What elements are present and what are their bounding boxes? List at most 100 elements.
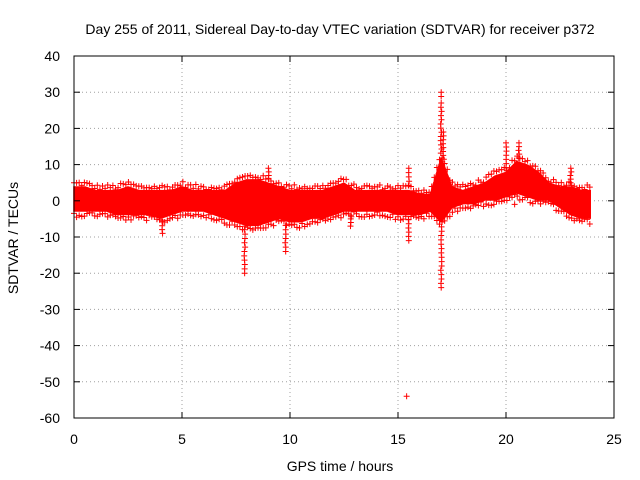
data-point bbox=[270, 222, 277, 229]
data-point bbox=[542, 174, 549, 181]
data-point bbox=[120, 180, 127, 187]
data-point bbox=[203, 214, 210, 221]
data-point bbox=[102, 185, 109, 192]
data-point bbox=[410, 212, 417, 219]
data-point bbox=[283, 181, 290, 188]
data-point bbox=[296, 185, 303, 192]
outlier-point bbox=[282, 248, 289, 255]
data-point bbox=[335, 178, 342, 185]
grid bbox=[74, 56, 614, 418]
data-point bbox=[182, 212, 189, 219]
data-point bbox=[369, 212, 376, 219]
outlier-point bbox=[159, 230, 166, 237]
data-point bbox=[177, 182, 184, 189]
data-point bbox=[573, 215, 580, 222]
data-point bbox=[83, 210, 90, 217]
data-point bbox=[452, 183, 459, 190]
data-point bbox=[322, 185, 329, 192]
data-point bbox=[553, 179, 560, 186]
data-point bbox=[89, 209, 96, 216]
outlier-point bbox=[438, 89, 445, 96]
data-point bbox=[348, 182, 355, 189]
data-point bbox=[477, 198, 484, 205]
data-point bbox=[540, 198, 547, 205]
data-point bbox=[234, 175, 241, 182]
outlier-point bbox=[438, 284, 445, 291]
data-point bbox=[452, 205, 459, 212]
data-point bbox=[433, 217, 440, 224]
data-point bbox=[291, 181, 298, 188]
outlier-point bbox=[265, 165, 272, 172]
data-point bbox=[392, 216, 399, 223]
data-point bbox=[514, 193, 521, 200]
data-point bbox=[81, 179, 88, 186]
data-point bbox=[586, 220, 593, 227]
x-tick-label: 10 bbox=[282, 431, 298, 447]
data-point bbox=[190, 185, 197, 192]
data-point bbox=[244, 172, 251, 179]
data-point bbox=[257, 176, 264, 183]
x-axis-label: GPS time / hours bbox=[287, 458, 394, 474]
data-point bbox=[420, 215, 427, 222]
outlier-point bbox=[241, 270, 248, 277]
data-point bbox=[174, 182, 181, 189]
data-point bbox=[159, 218, 166, 225]
data-point bbox=[275, 218, 282, 225]
data-point bbox=[260, 172, 267, 179]
data-point bbox=[426, 189, 433, 196]
data-point bbox=[438, 228, 445, 235]
data-point bbox=[208, 184, 215, 191]
data-point bbox=[366, 213, 373, 220]
data-point bbox=[454, 208, 461, 215]
x-tick-label: 15 bbox=[390, 431, 406, 447]
data-point bbox=[581, 186, 588, 193]
data-point bbox=[415, 214, 422, 221]
data-point bbox=[205, 211, 212, 218]
data-point bbox=[153, 185, 160, 192]
data-point bbox=[431, 213, 438, 220]
data-point bbox=[343, 176, 350, 183]
data-point bbox=[343, 210, 350, 217]
data-point bbox=[325, 216, 332, 223]
data-point bbox=[208, 215, 215, 222]
data-point bbox=[159, 182, 166, 189]
data-point bbox=[516, 151, 523, 158]
data-point bbox=[218, 186, 225, 193]
data-point bbox=[286, 182, 293, 189]
data-point bbox=[296, 224, 303, 231]
data-point bbox=[402, 183, 409, 190]
data-point bbox=[376, 181, 383, 188]
data-point bbox=[573, 185, 580, 192]
axis-ticks bbox=[73, 55, 615, 419]
data-point bbox=[402, 213, 409, 220]
y-tick-label: -10 bbox=[40, 229, 60, 245]
data-point bbox=[280, 184, 287, 191]
data-point bbox=[475, 202, 482, 209]
data-point bbox=[198, 183, 205, 190]
data-point bbox=[444, 166, 451, 173]
data-point bbox=[379, 212, 386, 219]
data-point bbox=[96, 186, 103, 193]
data-point bbox=[166, 215, 173, 222]
data-point bbox=[560, 183, 567, 190]
outlier-point bbox=[515, 139, 522, 146]
data-point bbox=[566, 214, 573, 221]
x-tick-label: 5 bbox=[178, 431, 186, 447]
data-point bbox=[441, 160, 448, 167]
data-point bbox=[353, 210, 360, 217]
data-point bbox=[431, 174, 438, 181]
data-point bbox=[545, 178, 552, 185]
data-point bbox=[446, 213, 453, 220]
data-point bbox=[437, 120, 444, 127]
data-points bbox=[71, 89, 593, 400]
data-point bbox=[515, 147, 522, 154]
data-point bbox=[537, 200, 544, 207]
data-point bbox=[278, 217, 285, 224]
data-point bbox=[187, 181, 194, 188]
outlier-point bbox=[440, 129, 447, 136]
y-tick-label: 30 bbox=[44, 84, 60, 100]
data-point bbox=[353, 184, 360, 191]
data-point bbox=[109, 182, 116, 189]
data-point bbox=[395, 213, 401, 220]
